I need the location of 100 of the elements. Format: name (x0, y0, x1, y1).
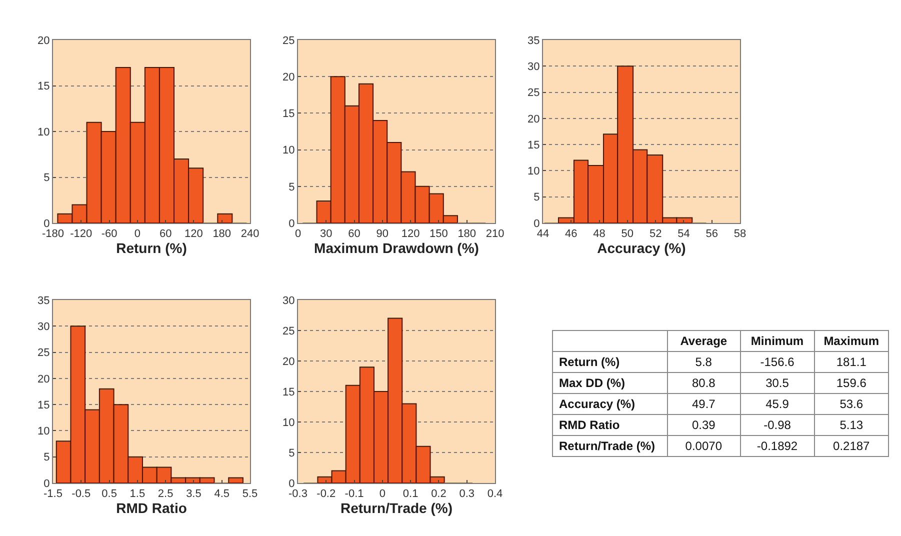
data-label: 45.9 (740, 394, 814, 414)
y-tick-label: 25 (282, 325, 295, 338)
x-tick-label: 54 (678, 228, 690, 240)
x-tick-label: -180 (42, 228, 64, 240)
x-axis-title: Maximum Drawdown (%) (314, 240, 479, 256)
data-label: -0.98 (740, 414, 814, 436)
y-tick-label: 35 (38, 294, 50, 307)
x-tick-label: -120 (70, 228, 92, 240)
x-tick-label: 0.5 (102, 488, 117, 500)
x-tick-label: -60 (101, 228, 118, 240)
y-tick-label: 25 (528, 87, 540, 100)
x-tick-label: 60 (348, 228, 360, 240)
data-label: -0.1892 (740, 436, 814, 456)
x-tick-label: 180 (458, 228, 476, 240)
data-label: 5.8 (667, 352, 740, 372)
y-tick-label: 35 (528, 34, 540, 47)
x-tick-label: 0.2 (431, 488, 446, 500)
y-tick-label: 15 (282, 386, 295, 398)
x-tick-label: 150 (430, 228, 448, 240)
x-tick-label: 0 (379, 488, 386, 500)
x-tick-label: -0.5 (72, 488, 91, 500)
x-tick-label: 30 (320, 228, 332, 240)
y-tick-label: 25 (38, 347, 50, 360)
x-tick-label: 90 (376, 228, 389, 240)
x-tick-label: 180 (212, 228, 232, 240)
x-tick-label: 0.3 (459, 488, 475, 500)
y-tick-label: 0 (288, 478, 295, 490)
y-tick-label: 10 (38, 426, 50, 438)
y-tick-label: 0 (288, 218, 295, 230)
data-label: 0.0070 (667, 436, 740, 456)
x-axis-title: Return (%) (116, 240, 187, 256)
x-tick-label: 0 (134, 228, 140, 240)
x-tick-label: 52 (649, 228, 662, 240)
data-label: 5.13 (814, 414, 888, 436)
data-label: 0.2187 (814, 436, 888, 456)
x-axis-title: RMD Ratio (116, 500, 187, 516)
data-label: 30.5 (740, 372, 814, 394)
data-label: 80.8 (667, 372, 740, 394)
category-label: Return (%) (559, 355, 620, 369)
y-tick-label: 15 (528, 139, 540, 152)
y-tick-label: 20 (282, 71, 295, 84)
x-tick-label: 58 (734, 228, 746, 240)
x-axis-title: Return/Trade (%) (340, 500, 453, 516)
y-tick-label: 0 (534, 218, 540, 230)
category-label: RMD Ratio (559, 418, 620, 432)
y-tick-label: 30 (528, 60, 540, 73)
x-tick-label: 46 (565, 228, 578, 240)
y-tick-label: 15 (38, 80, 50, 93)
y-tick-label: 5 (534, 192, 540, 204)
x-tick-label: 3.5 (186, 488, 202, 500)
x-tick-label: -0.1 (344, 488, 364, 500)
y-tick-label: 30 (282, 294, 295, 307)
y-tick-label: 10 (38, 126, 50, 138)
x-tick-label: -1.5 (44, 488, 62, 500)
y-tick-label: 5 (288, 181, 295, 194)
x-tick-label: 2.5 (158, 488, 174, 500)
text: Average (680, 334, 728, 348)
y-tick-label: 20 (38, 373, 50, 386)
y-tick-label: 10 (282, 144, 295, 157)
x-tick-label: 44 (536, 228, 550, 240)
x-tick-label: 48 (593, 228, 606, 240)
y-tick-label: 20 (282, 356, 295, 368)
y-tick-label: 10 (528, 166, 540, 178)
y-tick-label: 0 (44, 218, 50, 230)
x-tick-label: 4.5 (214, 488, 230, 500)
y-tick-label: 20 (38, 34, 50, 47)
x-tick-label: 1.5 (130, 488, 146, 500)
y-tick-label: 30 (38, 320, 50, 333)
text: Maximum (824, 334, 880, 348)
x-tick-label: 240 (240, 228, 260, 240)
x-tick-label: 60 (159, 228, 172, 240)
y-tick-label: 5 (44, 172, 50, 184)
category-label: Accuracy (%) (559, 397, 636, 411)
y-tick-label: 15 (282, 108, 295, 120)
x-tick-label: 210 (486, 228, 504, 240)
x-tick-label: 0.4 (487, 488, 503, 500)
data-label: 53.6 (814, 394, 888, 414)
data-label: -156.6 (740, 352, 814, 372)
y-tick-label: 10 (282, 416, 295, 429)
x-axis-title: Accuracy (%) (597, 240, 686, 256)
x-tick-label: -0.2 (316, 488, 336, 500)
x-tick-label: 5.5 (242, 488, 258, 500)
x-tick-label: 120 (184, 228, 203, 240)
x-tick-label: 120 (401, 228, 420, 240)
y-tick-label: 0 (44, 478, 50, 490)
y-tick-label: 5 (288, 447, 295, 460)
y-tick-label: 15 (38, 399, 50, 412)
y-tick-label: 25 (282, 34, 295, 47)
data-label: 49.7 (667, 394, 740, 414)
x-tick-label: 0.1 (402, 488, 418, 500)
category-label: Max DD (%) (559, 376, 626, 390)
data-label: 181.1 (814, 352, 888, 372)
y-tick-label: 5 (44, 452, 50, 464)
x-tick-label: 56 (706, 228, 718, 240)
x-tick-label: -0.3 (288, 488, 308, 500)
data-label: 159.6 (814, 372, 888, 394)
data-label: 0.39 (667, 414, 740, 436)
category-label: Return/Trade (%) (559, 439, 656, 453)
text: Minimum (750, 334, 804, 348)
y-tick-label: 20 (528, 113, 540, 126)
